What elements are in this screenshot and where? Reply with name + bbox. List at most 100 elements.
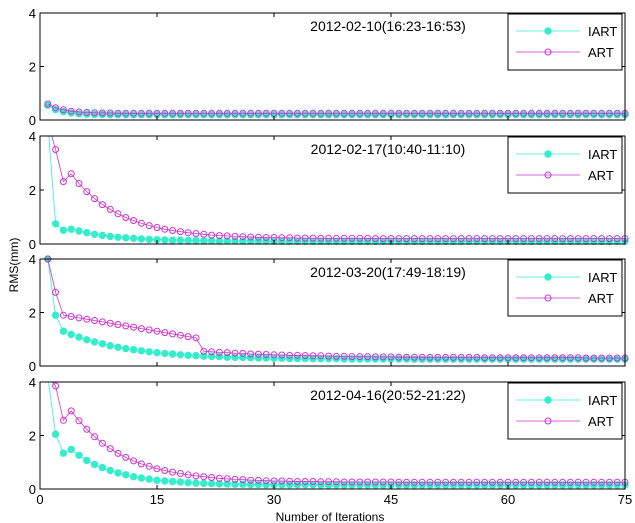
data-point-art xyxy=(442,235,450,243)
data-point-iart xyxy=(184,236,192,245)
data-point-iart xyxy=(90,338,99,346)
data-point-art xyxy=(91,317,99,324)
data-point-art xyxy=(512,109,520,117)
data-point-art xyxy=(605,235,613,243)
data-point-art xyxy=(83,188,91,196)
data-point-iart xyxy=(200,479,208,488)
data-point-art xyxy=(223,475,231,483)
data-point-art xyxy=(527,109,535,117)
data-point-art xyxy=(473,353,481,361)
data-point-art xyxy=(566,478,574,486)
legend-label-iart: IART xyxy=(588,24,617,39)
y-tick-label: 0 xyxy=(29,482,36,497)
data-point-art xyxy=(387,353,395,361)
data-point-art xyxy=(98,439,106,447)
data-point-art xyxy=(184,333,192,341)
data-point-iart xyxy=(90,230,99,239)
data-point-art xyxy=(559,235,567,243)
y-tick-label: 2 xyxy=(29,306,36,321)
data-point-art xyxy=(145,326,153,334)
data-point-art xyxy=(434,353,442,361)
data-point-art xyxy=(137,325,145,333)
data-point-art xyxy=(465,353,473,361)
data-point-art xyxy=(153,327,161,335)
data-point-art xyxy=(574,235,582,243)
data-point-art xyxy=(504,354,512,362)
data-point-art xyxy=(473,235,481,243)
data-point-art xyxy=(254,109,262,117)
data-point-art xyxy=(278,109,286,117)
data-point-iart xyxy=(363,355,372,363)
data-point-art xyxy=(371,478,379,486)
data-point-art xyxy=(520,109,528,117)
legend-label-iart: IART xyxy=(588,147,617,162)
panel-title: 2012-04-16(20:52-21:22) xyxy=(310,387,466,403)
x-tick-label: 75 xyxy=(618,492,632,507)
data-point-art xyxy=(270,477,278,485)
data-point-art xyxy=(403,235,411,243)
data-point-art xyxy=(137,109,145,117)
data-point-art xyxy=(91,433,99,441)
data-point-art xyxy=(527,235,535,243)
data-point-art xyxy=(254,350,262,358)
data-point-art xyxy=(208,474,216,481)
data-point-iart xyxy=(176,236,185,244)
data-point-art xyxy=(301,352,309,360)
data-point-iart xyxy=(176,351,185,359)
data-point-art xyxy=(527,354,535,362)
data-point-art xyxy=(176,470,184,477)
data-point-iart xyxy=(192,236,200,245)
data-point-iart xyxy=(122,344,130,353)
data-point-art xyxy=(535,235,543,243)
data-point-art xyxy=(145,462,153,470)
data-point-iart xyxy=(129,346,138,354)
data-point-art xyxy=(605,354,613,362)
data-point-iart xyxy=(67,330,75,339)
data-point-art xyxy=(598,478,606,486)
data-point-art xyxy=(200,473,208,481)
legend-box xyxy=(507,259,623,317)
data-point-art xyxy=(317,234,325,242)
data-point-art xyxy=(512,354,520,362)
data-point-iart xyxy=(137,474,146,482)
data-point-iart xyxy=(122,471,130,479)
data-point-art xyxy=(590,109,598,117)
y-tick-label: 0 xyxy=(29,113,36,128)
data-point-art xyxy=(215,348,223,356)
legend-label-iart: IART xyxy=(588,393,617,408)
data-point-art xyxy=(403,353,411,361)
data-point-art xyxy=(67,407,75,415)
data-point-art xyxy=(566,109,574,117)
data-point-art xyxy=(153,224,161,231)
data-point-art xyxy=(176,228,184,236)
data-point-art xyxy=(98,109,106,117)
data-point-art xyxy=(169,330,177,338)
data-point-art xyxy=(481,354,489,362)
y-tick-label: 4 xyxy=(29,252,36,267)
data-point-iart xyxy=(90,460,99,469)
data-point-art xyxy=(254,233,262,241)
data-point-art xyxy=(137,460,145,468)
data-point-art xyxy=(488,235,496,243)
legend-marker-iart xyxy=(544,27,552,35)
data-point-art xyxy=(293,109,301,117)
data-point-art xyxy=(114,321,122,328)
data-point-art xyxy=(379,478,387,486)
data-point-iart xyxy=(51,220,60,228)
data-point-art xyxy=(410,235,418,243)
data-point-art xyxy=(520,235,528,243)
data-point-iart xyxy=(114,469,122,477)
legend-label-art: ART xyxy=(588,168,614,183)
data-point-art xyxy=(286,351,294,359)
data-point-art xyxy=(551,235,559,243)
data-point-art xyxy=(153,465,161,473)
data-point-art xyxy=(574,109,582,117)
data-point-art xyxy=(348,234,356,242)
data-point-art xyxy=(449,353,457,361)
data-point-art xyxy=(543,478,551,486)
data-point-art xyxy=(488,478,496,486)
x-tick-label: 15 xyxy=(150,492,164,507)
data-point-art xyxy=(496,109,504,117)
data-point-art xyxy=(83,315,91,323)
data-point-iart xyxy=(371,355,380,363)
